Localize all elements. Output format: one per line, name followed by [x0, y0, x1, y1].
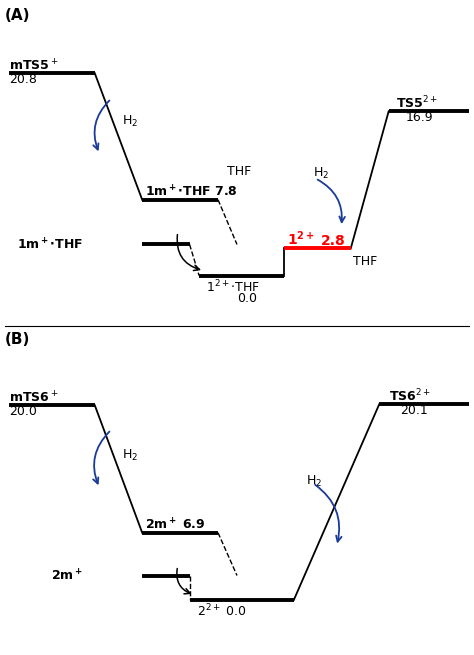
Text: $\mathbf{1m^+}$$\mathbf{\cdot}$THF 7.8: $\mathbf{1m^+}$$\mathbf{\cdot}$THF 7.8: [145, 185, 237, 200]
Text: 20.0: 20.0: [9, 405, 37, 419]
Text: THF: THF: [227, 165, 252, 178]
Text: H$_2$: H$_2$: [306, 474, 322, 489]
Text: $\mathbf{2m^+}$ 6.9: $\mathbf{2m^+}$ 6.9: [145, 517, 205, 533]
Text: (B): (B): [5, 332, 30, 347]
Text: H$_2$: H$_2$: [122, 115, 138, 130]
Text: H$_2$: H$_2$: [122, 448, 138, 464]
Text: TS6$^{2+}$: TS6$^{2+}$: [389, 388, 431, 404]
Text: 20.1: 20.1: [401, 404, 428, 417]
Text: THF: THF: [353, 255, 377, 269]
Text: $\mathbf{1^{2+}}$: $\mathbf{1^{2+}}$: [287, 230, 314, 248]
Text: 0.0: 0.0: [237, 292, 257, 305]
Text: $\mathbf{1m^+}$$\mathbf{\cdot}$THF: $\mathbf{1m^+}$$\mathbf{\cdot}$THF: [17, 237, 83, 252]
Text: $\mathbf{2m^+}$: $\mathbf{2m^+}$: [51, 568, 83, 583]
Text: 2.8: 2.8: [321, 234, 346, 248]
Text: $2^{2+}$ 0.0: $2^{2+}$ 0.0: [197, 603, 246, 620]
Text: H$_2$: H$_2$: [313, 166, 329, 181]
Text: mTS5$^+$: mTS5$^+$: [9, 58, 59, 73]
Text: (A): (A): [5, 8, 30, 23]
Text: $1^{2+}$$\cdot$THF: $1^{2+}$$\cdot$THF: [206, 278, 260, 295]
Text: 16.9: 16.9: [405, 111, 433, 124]
Text: 20.8: 20.8: [9, 73, 37, 86]
Text: TS5$^{2+}$: TS5$^{2+}$: [396, 94, 438, 111]
Text: mTS6$^+$: mTS6$^+$: [9, 390, 59, 405]
